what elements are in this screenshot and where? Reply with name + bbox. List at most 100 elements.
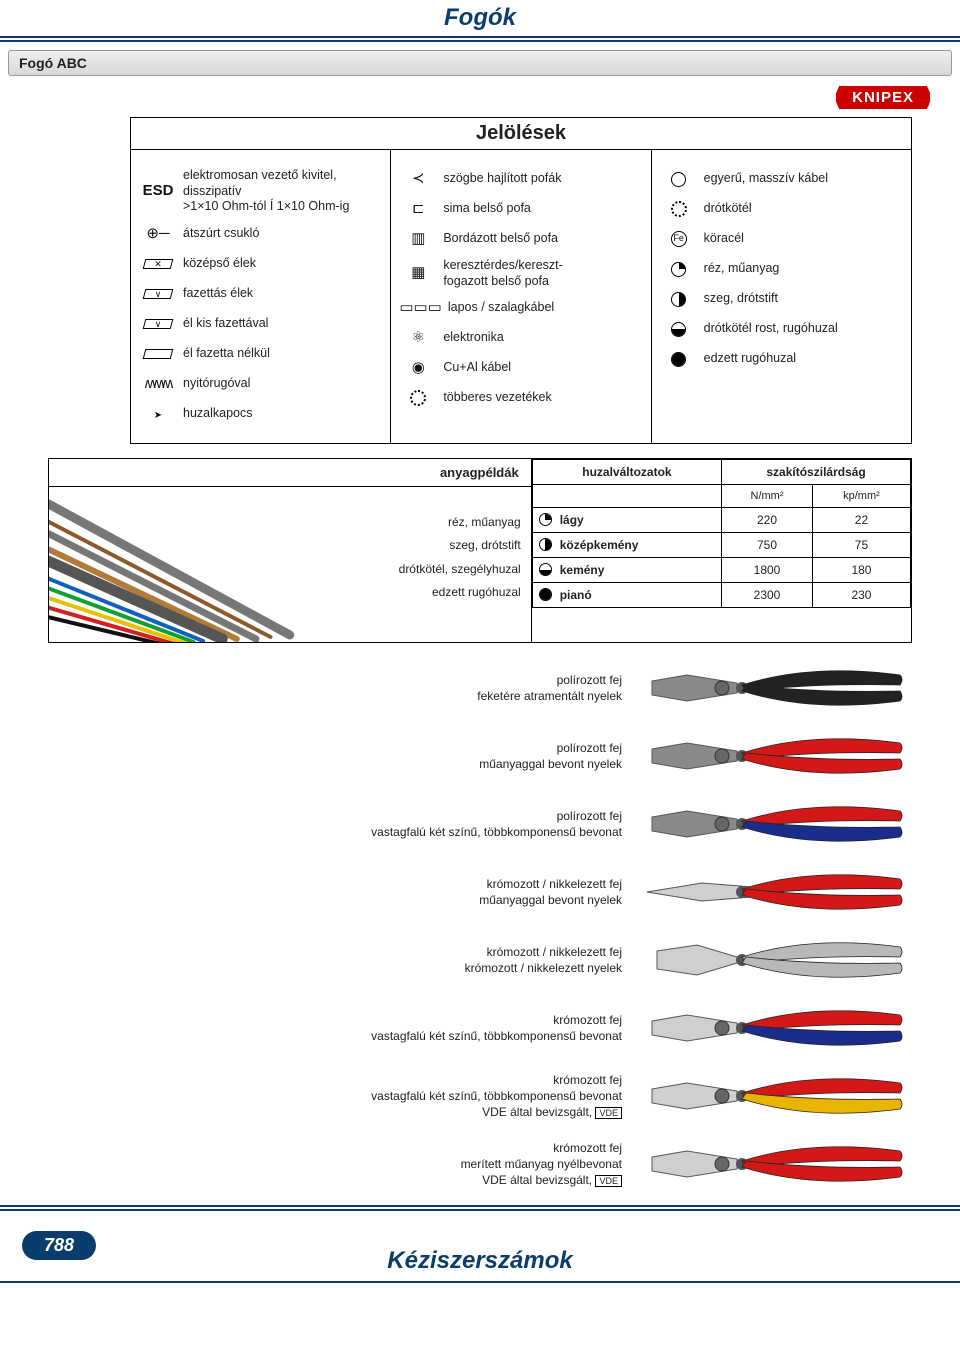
legend-panel: Jelölések ESDelektromosan vezető kivitel…: [130, 117, 912, 444]
legend-icon: Fe: [660, 228, 698, 250]
header-rule: [0, 36, 960, 42]
sample-label: drótkötél, szegélyhuzal: [399, 558, 521, 581]
material-block: anyagpéldák réz, műanyagszeg, drótstiftd…: [48, 458, 912, 643]
legend-item: ⊕─átszúrt csukló: [139, 223, 382, 245]
legend-col-2: ≺szögbe hajlított pofák⊏sima belső pofa▥…: [391, 150, 651, 443]
variant-text: krómozott fejvastagfalú két színű, többk…: [48, 1072, 642, 1121]
page-footer: 788 Kéziszerszámok: [0, 1231, 960, 1287]
hardness-icon: [539, 563, 552, 576]
hardness-v2: 22: [812, 507, 910, 532]
legend-icon: [660, 258, 698, 280]
hardness-row: pianó 2300230: [532, 582, 910, 607]
legend-icon: ▭▭▭: [399, 297, 442, 319]
legend-icon: ◉: [399, 357, 437, 379]
legend-label: többeres vezetékek: [443, 390, 551, 406]
legend-icon: [139, 343, 177, 365]
legend-label: Cu+Al kábel: [443, 360, 511, 376]
hardness-row: kemény1800180: [532, 557, 910, 582]
legend-icon: [660, 198, 698, 220]
hardness-icon: [539, 538, 552, 551]
legend-icon: [139, 313, 177, 335]
hardness-label: középkemény: [560, 538, 639, 552]
legend-label: drótkötél rost, rugóhuzal: [704, 321, 838, 337]
legend-item: él kis fazettával: [139, 313, 382, 335]
variant-row: krómozott fejvastagfalú két színű, többk…: [48, 1069, 912, 1123]
hardness-v2: 230: [812, 582, 910, 607]
legend-label: egyerű, masszív kábel: [704, 171, 828, 187]
variant-illustration: [642, 1137, 912, 1191]
legend-icon: ≺: [399, 168, 437, 190]
legend-label: elektronika: [443, 330, 503, 346]
legend-label: elektromosan vezető kivitel, disszipatív…: [183, 168, 349, 215]
footer-label: Kéziszerszámok: [0, 1235, 960, 1283]
legend-label: fazettás élek: [183, 286, 253, 302]
sample-label: edzett rugóhuzal: [399, 581, 521, 604]
variant-illustration: [642, 661, 912, 715]
variant-row: polírozott fejműanyaggal bevont nyelek: [48, 729, 912, 783]
footer-rule: [0, 1205, 960, 1211]
legend-item: ⊏sima belső pofa: [399, 198, 642, 220]
legend-label: keresztérdes/kereszt- fogazott belső pof…: [443, 258, 562, 289]
variant-text: krómozott fejmerített műanyag nyélbevona…: [48, 1140, 642, 1189]
legend-item: ESD elektromosan vezető kivitel, disszipa…: [139, 168, 382, 215]
variant-illustration: [642, 797, 912, 851]
hardness-row: lágy22022: [532, 507, 910, 532]
plier-variants: polírozott fejfeketére atramentált nyele…: [48, 661, 912, 1191]
hardness-v2: 180: [812, 557, 910, 582]
legend-icon: [660, 318, 698, 340]
hardness-v1: 750: [722, 532, 813, 557]
hardness-table: huzalváltozatok szakítószilárdság N/mm² …: [532, 459, 911, 608]
hardness-icon: [539, 513, 552, 526]
legend-icon: ▦: [399, 263, 437, 285]
unit-nmm: N/mm²: [722, 484, 813, 507]
variant-text: krómozott / nikkelezett fejkrómozott / n…: [48, 944, 642, 976]
legend-col-3: egyerű, masszív kábel drótkötél Feköracél r…: [652, 150, 911, 443]
legend-icon: [139, 403, 177, 425]
legend-icon: ESD: [139, 180, 177, 202]
hardness-row: középkemény75075: [532, 532, 910, 557]
section-bar: Fogó ABC: [8, 50, 952, 76]
legend-item: drótkötél: [660, 198, 903, 220]
variant-row: krómozott fejmerített műanyag nyélbevona…: [48, 1137, 912, 1191]
legend-label: szögbe hajlított pofák: [443, 171, 561, 187]
variant-text: krómozott fejvastagfalú két színű, többk…: [48, 1012, 642, 1044]
variant-row: krómozott / nikkelezett fejműanyaggal be…: [48, 865, 912, 919]
legend-label: lapos / szalagkábel: [448, 300, 554, 316]
legend-label: középső élek: [183, 256, 256, 272]
legend-label: réz, műanyag: [704, 261, 780, 277]
legend-item: ◉ Cu+Al kábel: [399, 357, 642, 379]
legend-label: huzalkapocs: [183, 406, 253, 422]
legend-icon: [399, 387, 437, 409]
variant-text: krómozott / nikkelezett fejműanyaggal be…: [48, 876, 642, 908]
legend-icon: [660, 168, 698, 190]
legend-item: ≺ szögbe hajlított pofák: [399, 168, 642, 190]
legend-label: Bordázott belső pofa: [443, 231, 558, 247]
variant-illustration: [642, 1001, 912, 1055]
legend-item: huzalkapocs: [139, 403, 382, 425]
sample-label: réz, műanyag: [399, 511, 521, 534]
legend-icon: [660, 348, 698, 370]
legend-item: Feköracél: [660, 228, 903, 250]
legend-item: ▦ keresztérdes/kereszt- fogazott belső po…: [399, 258, 642, 289]
legend-col-1: ESD elektromosan vezető kivitel, disszipa…: [131, 150, 391, 443]
variant-text: polírozott fejfeketére atramentált nyele…: [48, 672, 642, 704]
hardness-label: pianó: [560, 588, 592, 602]
variant-illustration: [642, 729, 912, 783]
legend-item: réz, műanyag: [660, 258, 903, 280]
wire-samples-illustration: réz, műanyagszeg, drótstiftdrótkötél, sz…: [49, 487, 531, 642]
legend-icon: [139, 253, 177, 275]
variant-text: polírozott fejvastagfalú két színű, több…: [48, 808, 642, 840]
legend-icon: ʍʍʍ: [139, 373, 177, 395]
legend-item: ▭▭▭ lapos / szalagkábel: [399, 297, 642, 319]
legend-item: fazettás élek: [139, 283, 382, 305]
page-number: 788: [22, 1231, 96, 1260]
legend-item: középső élek: [139, 253, 382, 275]
legend-item: él fazetta nélkül: [139, 343, 382, 365]
legend-label: él kis fazettával: [183, 316, 268, 332]
col-variant: huzalváltozatok: [532, 459, 721, 484]
legend-item: egyerű, masszív kábel: [660, 168, 903, 190]
hardness-v1: 2300: [722, 582, 813, 607]
legend-label: sima belső pofa: [443, 201, 531, 217]
legend-label: él fazetta nélkül: [183, 346, 270, 362]
brand-area: KNIPEX: [0, 84, 960, 117]
